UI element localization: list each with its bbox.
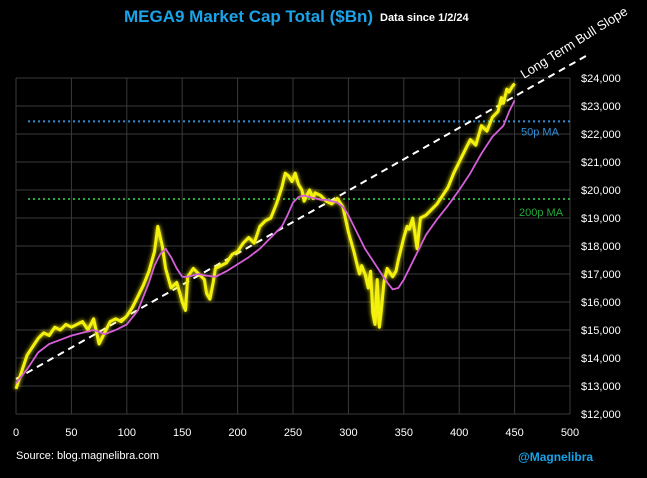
y-tick-label: $15,000 xyxy=(581,325,621,337)
y-tick-label: $17,000 xyxy=(581,269,621,281)
trend-line xyxy=(15,54,588,380)
x-axis-ticks: 0 50 100 150 200 250 300 350 400 450 500 xyxy=(13,427,579,439)
chart-subtitle: Data since 1/2/24 xyxy=(380,12,469,24)
x-tick-label: 0 xyxy=(13,427,19,439)
y-tick-label: $24,000 xyxy=(581,73,621,85)
ma50-label: 50p MA xyxy=(521,126,560,138)
x-tick-label: 50 xyxy=(65,427,77,439)
y-tick-label: $22,000 xyxy=(581,129,621,141)
reference-lines xyxy=(28,120,570,200)
y-tick-label: $14,000 xyxy=(581,353,621,365)
x-tick-label: 300 xyxy=(339,427,357,439)
trend-label: Long Term Bull Slope xyxy=(518,3,631,81)
grid xyxy=(15,77,571,415)
x-tick-label: 200 xyxy=(228,427,246,439)
x-tick-label: 150 xyxy=(173,427,191,439)
source-note: Source: blog.magnelibra.com xyxy=(16,450,160,462)
series-market-cap xyxy=(14,82,516,390)
y-tick-label: $21,000 xyxy=(581,157,621,169)
y-tick-label: $13,000 xyxy=(581,381,621,393)
series-layer xyxy=(14,54,588,390)
y-tick-label: $23,000 xyxy=(581,101,621,113)
y-tick-label: $20,000 xyxy=(581,185,621,197)
x-tick-label: 350 xyxy=(395,427,413,439)
x-tick-label: 250 xyxy=(284,427,302,439)
x-tick-label: 450 xyxy=(505,427,523,439)
y-tick-label: $16,000 xyxy=(581,297,621,309)
x-tick-label: 500 xyxy=(561,427,579,439)
y-tick-label: $12,000 xyxy=(581,409,621,421)
y-tick-label: $18,000 xyxy=(581,241,621,253)
chart-title: MEGA9 Market Cap Total ($Bn) xyxy=(124,7,374,26)
author-handle: @Magnelibra xyxy=(518,450,594,464)
y-axis-ticks: $12,000 $13,000 $14,000 $15,000 $16,000 $17,0… xyxy=(581,73,621,421)
y-tick-label: $19,000 xyxy=(581,213,621,225)
x-tick-label: 100 xyxy=(118,427,136,439)
ma200-label: 200p MA xyxy=(519,207,564,219)
series-moving-average xyxy=(15,100,516,384)
x-tick-label: 400 xyxy=(450,427,468,439)
